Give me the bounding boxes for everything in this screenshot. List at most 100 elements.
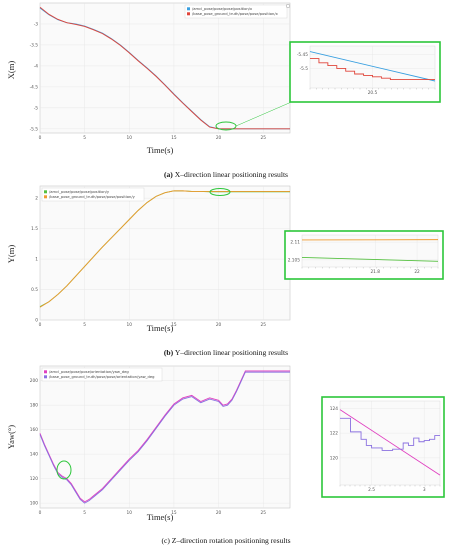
plot-b-grid xyxy=(39,186,290,321)
plot-c-y-ticks: 100 120 140 160 180 200 xyxy=(30,378,38,506)
plot-a-callout-line xyxy=(235,99,297,127)
caption-b-letter: (b) xyxy=(164,348,174,357)
x-tick-label: 10 xyxy=(127,322,133,328)
legend-c-box xyxy=(41,367,163,382)
inset-series-line-0 xyxy=(309,51,436,82)
plot-b-series xyxy=(39,190,290,308)
legend-a-swatch-1 xyxy=(187,12,190,16)
legend-c-label-1: /base_pose_ground_truth/pose/pose/orient… xyxy=(49,375,154,379)
inset-b-ticks: 21.8 22 2.11 2.105 xyxy=(288,235,439,275)
inset-y-tick-label: -5.45 xyxy=(297,52,308,58)
x-tick-label: 10 xyxy=(127,135,133,141)
x-tick-label: 0 xyxy=(39,322,42,328)
inset-c-plot-area xyxy=(339,400,441,486)
plot-c-x-label: Time(s) xyxy=(147,512,174,522)
plot-a-x-label: Time(s) xyxy=(147,145,174,155)
legend-b-label-0: /amcl_pose/pose/pose/position/y xyxy=(49,190,110,194)
inset-y-tick-label: 124 xyxy=(330,406,338,412)
y-tick-label: 1 xyxy=(35,257,38,263)
caption-c: (c) Z–direction rotation positioning res… xyxy=(161,536,290,545)
caption-b: (b) Y–direction linear positioning resul… xyxy=(164,348,288,357)
plot-a-y-ticks: -3 -3.5 -4 -4.5 -5 -5.5 xyxy=(30,21,39,132)
x-tick-label: 15 xyxy=(171,135,177,141)
inset-x-tick-label: 22 xyxy=(414,269,420,275)
x-tick-label: 15 xyxy=(171,322,177,328)
caption-a-letter: (a) xyxy=(164,170,173,179)
panel-c: 0 5 10 15 20 25 100 120 140 160 180 200 /amcl_pose… xyxy=(6,365,445,545)
legend-a-swatch-0 xyxy=(187,7,190,11)
inset-x-tick-label: 2.5 xyxy=(368,487,375,493)
y-tick-label: -5 xyxy=(34,105,39,111)
y-tick-label: 0.5 xyxy=(31,287,38,293)
series-line-1 xyxy=(39,6,290,130)
inset-y-tick-label: 122 xyxy=(330,431,338,437)
x-tick-label: 25 xyxy=(260,510,266,516)
x-tick-label: 5 xyxy=(83,322,86,328)
plot-c-x-ticks: 0 5 10 15 20 25 xyxy=(39,510,267,516)
legend-b-box xyxy=(41,187,145,202)
inset-series-line-1 xyxy=(340,417,440,451)
x-tick-label: 25 xyxy=(260,322,266,328)
plot-a-series xyxy=(39,6,290,130)
inset-series-line-1 xyxy=(301,256,439,262)
inset-y-tick-label: -5.5 xyxy=(300,66,309,72)
inset-x-tick-label: 3 xyxy=(423,487,426,493)
y-tick-label: 0 xyxy=(35,318,38,324)
y-tick-label: 1.5 xyxy=(31,226,38,232)
inset-y-tick-label: 2.105 xyxy=(288,257,301,263)
inset-c-ticks: 2.5 3 124 122 120 xyxy=(330,401,441,493)
legend-c-swatch-0 xyxy=(44,370,47,374)
caption-b-text: Y–direction linear positioning results xyxy=(175,348,288,357)
y-tick-label: 100 xyxy=(30,501,38,507)
plot-a-grid xyxy=(39,3,290,133)
x-tick-label: 0 xyxy=(39,510,42,516)
y-tick-label: 200 xyxy=(30,378,38,384)
plot-a-x-ticks: 0 5 10 15 20 25 xyxy=(39,135,267,141)
plot-b-highlight-ellipse xyxy=(209,188,231,196)
plot-c-frame xyxy=(39,365,291,509)
x-tick-label: 0 xyxy=(39,135,42,141)
plot-b-x-label: Time(s) xyxy=(147,323,174,333)
inset-series-line-0 xyxy=(339,409,441,476)
caption-a-text: X–direction linear positioning results xyxy=(175,170,288,179)
inset-c-series xyxy=(339,409,441,476)
y-tick-label: -4.5 xyxy=(30,84,39,90)
plot-b-y-ticks: 0 0.5 1 1.5 2 xyxy=(31,196,38,324)
x-tick-label: 10 xyxy=(127,510,133,516)
plot-b-x-ticks: 0 5 10 15 20 25 xyxy=(39,322,267,328)
legend-b-label-1: /base_pose_ground_truth/pose/pose/positi… xyxy=(49,195,136,199)
x-tick-label: 15 xyxy=(171,510,177,516)
y-tick-label: 120 xyxy=(30,476,38,482)
legend-c-swatch-1 xyxy=(44,375,47,379)
inset-b-series xyxy=(301,239,439,262)
series-line-0 xyxy=(39,370,290,503)
x-tick-label: 20 xyxy=(216,135,222,141)
caption-c-letter: (c) xyxy=(161,536,170,545)
y-tick-label: -3 xyxy=(34,21,39,27)
inset-y-tick-label: 120 xyxy=(330,455,338,461)
legend-a-label-1: /base_pose_ground_truth/pose/pose/positi… xyxy=(192,12,279,16)
inset-x-tick-label: 21.8 xyxy=(370,269,380,275)
series-line-1 xyxy=(39,371,290,504)
x-tick-label: 20 xyxy=(216,322,222,328)
legend-c-label-0: /amcl_pose/pose/pose/orientation/yaw_deg xyxy=(49,370,129,374)
inset-a-ticks: 20.5 -5.45 -5.5 xyxy=(297,46,436,96)
inset-y-tick-label: 2.11 xyxy=(290,240,300,246)
legend-b-swatch-1 xyxy=(44,195,47,199)
series-line-1 xyxy=(39,190,290,308)
plot-a-corner-handle[interactable] xyxy=(285,3,291,9)
caption-c-text: Z–direction rotation positioning results xyxy=(172,536,291,545)
inset-a-series xyxy=(309,51,436,82)
legend-b-swatch-0 xyxy=(44,190,47,194)
y-tick-label: -3.5 xyxy=(30,42,39,48)
y-tick-label: -5.5 xyxy=(30,126,39,132)
plot-b-frame xyxy=(39,185,291,321)
caption-a: (a) X–direction linear positioning resul… xyxy=(164,170,288,179)
legend-a-label-0: /amcl_pose/pose/pose/position/x xyxy=(192,7,253,11)
y-tick-label: 2 xyxy=(35,196,38,202)
plot-c-highlight-ellipse xyxy=(56,460,72,480)
legend-a-box xyxy=(184,4,288,19)
plot-c-series xyxy=(39,370,290,504)
panel-a: 0 5 10 15 20 25 -3 -3.5 -4 -4.5 -5 -5.5 /amcl_pose… xyxy=(6,2,441,179)
